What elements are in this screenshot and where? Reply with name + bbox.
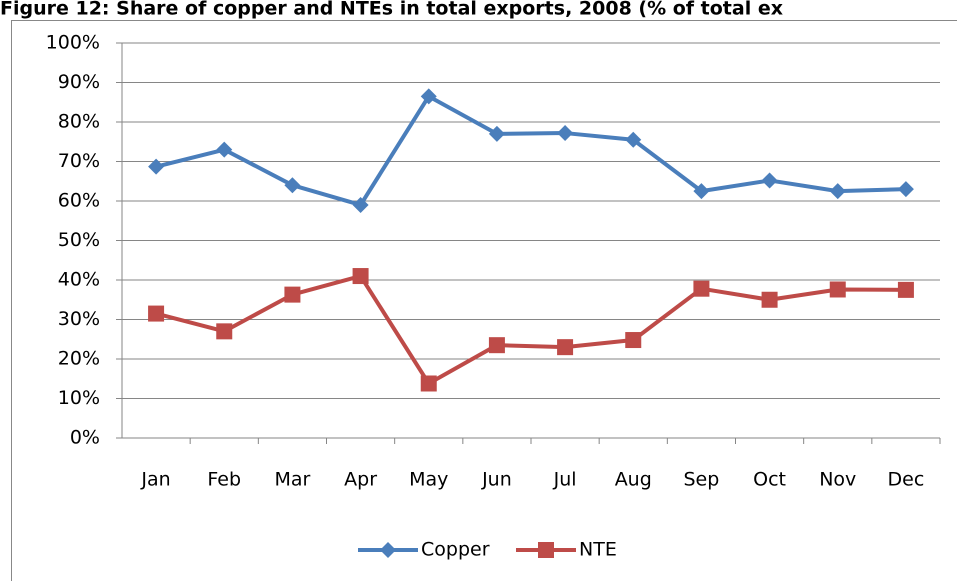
legend-marker [380,542,396,558]
data-point [352,196,369,213]
y-tick-label: 60% [58,190,100,212]
x-tick-label: Mar [274,469,310,491]
y-tick-label: 50% [58,229,100,251]
y-tick-label: 100% [46,32,100,54]
data-point [148,305,165,322]
y-tick-label: 70% [58,150,100,172]
y-tick-label: 10% [58,387,100,409]
chart-title: Figure 12: Share of copper and NTEs in t… [0,0,783,20]
x-tick-label: Jun [481,469,512,491]
x-tick-label: May [409,469,448,491]
legend-label: Copper [421,539,490,561]
y-tick-label: 0% [70,427,100,449]
legend-label: NTE [579,539,617,561]
data-point [488,125,505,142]
y-tick-label: 20% [58,348,100,370]
x-tick-label: Nov [819,469,856,491]
data-point [625,332,642,349]
data-point [420,375,437,392]
x-tick-label: Oct [753,469,786,491]
data-point [829,281,846,298]
x-tick-label: Dec [888,469,925,491]
chart-frame [11,20,957,581]
legend-marker [538,542,554,558]
y-tick-label: 90% [58,71,100,93]
data-point [693,183,710,200]
series-line [155,274,906,386]
data-point [829,183,846,200]
data-point [352,268,369,285]
data-point [625,131,642,148]
data-point [557,339,574,356]
data-point [761,291,778,308]
x-tick-label: Feb [207,469,241,491]
data-point [284,177,301,194]
x-tick-label: Jul [553,469,577,491]
data-point [897,181,914,198]
y-tick-label: 40% [58,269,100,291]
data-point [761,172,778,189]
data-point [488,337,505,354]
y-tick-label: 30% [58,308,100,330]
y-tick-label: 80% [58,111,100,133]
data-point [897,281,914,298]
data-point [216,323,233,340]
data-point [693,280,710,297]
data-point [420,88,437,105]
x-tick-label: Aug [615,469,652,491]
data-point [284,286,301,303]
series-line [155,94,906,207]
x-tick-label: Jan [140,469,170,491]
data-point [148,158,165,175]
x-tick-label: Sep [684,469,720,491]
data-point [557,125,574,142]
x-tick-label: Apr [344,469,377,491]
data-point [216,141,233,158]
